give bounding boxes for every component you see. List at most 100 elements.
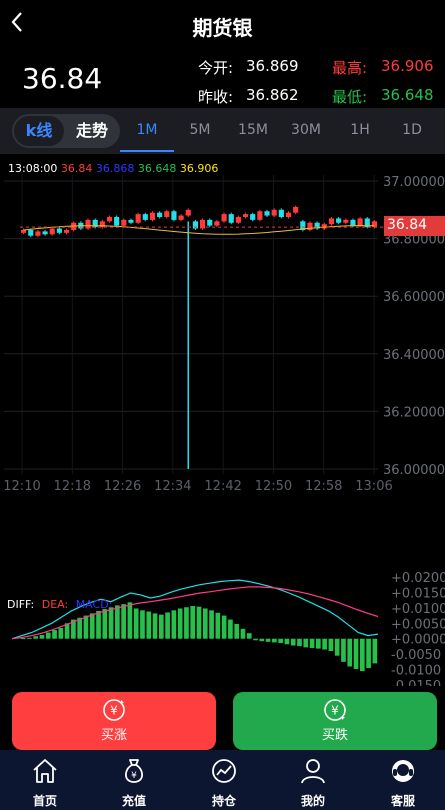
svg-text:¥: ¥ <box>331 704 339 718</box>
y-tick-label: 36.20000 <box>383 405 445 420</box>
nav-item-recharge[interactable]: ¥ 充值 <box>99 752 169 808</box>
buy-up-label: 买涨 <box>100 728 127 743</box>
chevron-left-icon[interactable] <box>10 10 34 38</box>
candle-body <box>42 231 48 235</box>
macd-bar <box>372 638 378 664</box>
candle-body <box>135 214 141 223</box>
x-tick-label: 12:42 <box>204 479 241 494</box>
candle-body <box>307 222 313 230</box>
candle-body <box>207 219 213 226</box>
candle-body <box>63 229 70 233</box>
y-tick-label: 36.40000 <box>383 348 445 363</box>
nav-item-home[interactable]: 首页 <box>10 752 80 808</box>
tab-timeframe-5m[interactable]: 5M <box>189 122 211 138</box>
candle-body <box>164 211 170 217</box>
macd-bar <box>158 614 164 639</box>
tab-timeframe-15m[interactable]: 15M <box>238 122 268 138</box>
macd-bar <box>58 627 64 639</box>
tab-timeframe-1h[interactable]: 1H <box>350 122 370 138</box>
nav-item-mine[interactable]: 我的 <box>278 752 348 808</box>
candle-body <box>178 215 184 220</box>
buy-up-button[interactable]: ¥ 买涨 <box>12 692 216 750</box>
macd-bar <box>272 638 277 643</box>
nav-label-positions: 持仓 <box>211 794 236 808</box>
tab-timeframe-1m[interactable]: 1M <box>136 122 158 138</box>
candle-body <box>350 219 356 226</box>
page-title: 期货银 <box>192 16 253 40</box>
macd-bar <box>334 638 340 656</box>
buy-down-button[interactable]: ¥ 买跌 <box>233 692 437 750</box>
candle-body <box>28 229 34 236</box>
y-tick-label: 36.60000 <box>383 290 445 305</box>
prev-close-value: 36.862 <box>246 86 299 104</box>
candle-body <box>157 212 163 217</box>
ma-legend: 13:08:00 36.84 36.868 36.648 36.906 <box>8 162 218 175</box>
macd-bar <box>359 638 365 672</box>
x-tick-label: 12:34 <box>154 479 191 494</box>
candle-body <box>185 209 191 216</box>
nav-item-positions[interactable]: 持仓 <box>189 752 259 808</box>
macd-bar <box>77 617 83 639</box>
macd-tick-label: +0.0200 <box>391 571 445 586</box>
macd-tick-label: -0.0100 <box>391 664 441 679</box>
candle-body <box>92 219 98 228</box>
candle-body <box>56 228 62 233</box>
macd-dea-label: DEA: <box>41 598 69 611</box>
yen-up-icon: ¥ <box>12 698 216 726</box>
last-price-tag: 36.84 <box>384 216 445 236</box>
macd-bar <box>45 632 51 639</box>
open-value: 36.869 <box>246 57 299 75</box>
macd-tick-label: +0.0150 <box>391 586 445 601</box>
macd-bar <box>52 630 57 639</box>
svg-text:¥: ¥ <box>110 704 118 718</box>
tab-trend[interactable]: 走势 <box>75 121 108 140</box>
macd-dea-line <box>11 586 379 640</box>
high-value: 36.906 <box>381 57 434 75</box>
low-value: 36.648 <box>381 86 434 104</box>
macd-bar <box>290 638 296 646</box>
macd-bar <box>108 607 114 639</box>
tab-timeframe-30m[interactable]: 30M <box>291 122 321 138</box>
candle-body <box>35 231 41 236</box>
user-icon <box>301 759 325 784</box>
macd-bar <box>27 637 32 639</box>
candlestick-chart[interactable]: 37.00000 36.80000 36.60000 36.40000 36.20000… <box>0 156 445 686</box>
candle-body <box>21 229 27 233</box>
candle-body <box>49 228 55 235</box>
candle-body <box>321 224 327 229</box>
macd-legend: DIFF: DEA: MACD: <box>7 598 112 611</box>
yen-down-icon: ¥ <box>233 698 437 726</box>
macd-bar <box>228 619 233 639</box>
x-tick-label: 12:50 <box>255 479 292 494</box>
ma-value-1: 36.84 <box>60 162 93 175</box>
nav-label-home: 首页 <box>32 794 57 808</box>
candle-body <box>278 209 284 217</box>
macd-bar <box>353 638 359 669</box>
tab-kline[interactable]: k线 <box>14 116 64 146</box>
x-tick-label: 12:10 <box>3 479 40 494</box>
macd-tick-label: -0.0050 <box>391 648 441 663</box>
macd-bar <box>315 638 321 649</box>
ma-time: 13:08:00 <box>8 162 58 175</box>
ma-line <box>23 225 375 235</box>
macd-diff-line <box>11 579 379 640</box>
macd-diff-label: DIFF: <box>7 598 35 611</box>
macd-bar <box>171 610 177 639</box>
macd-bar <box>246 633 252 639</box>
candle-body <box>99 221 105 228</box>
macd-bar <box>202 608 208 639</box>
candle-body <box>128 219 134 223</box>
tab-timeframe-1d[interactable]: 1D <box>402 122 422 138</box>
x-tick-label: 12:18 <box>54 479 91 494</box>
macd-bar <box>83 615 89 639</box>
high-label: 最高: <box>332 59 368 77</box>
macd-bar <box>278 638 283 644</box>
nav-item-service[interactable]: 客服 <box>368 752 438 808</box>
y-tick-label: 36.80000 <box>383 233 445 248</box>
macd-bar <box>115 605 120 639</box>
money-bag-icon: ¥ <box>124 759 144 783</box>
candle-body <box>121 219 127 226</box>
candle-body <box>192 221 198 229</box>
candle-body <box>371 221 377 228</box>
macd-bar <box>121 604 126 639</box>
